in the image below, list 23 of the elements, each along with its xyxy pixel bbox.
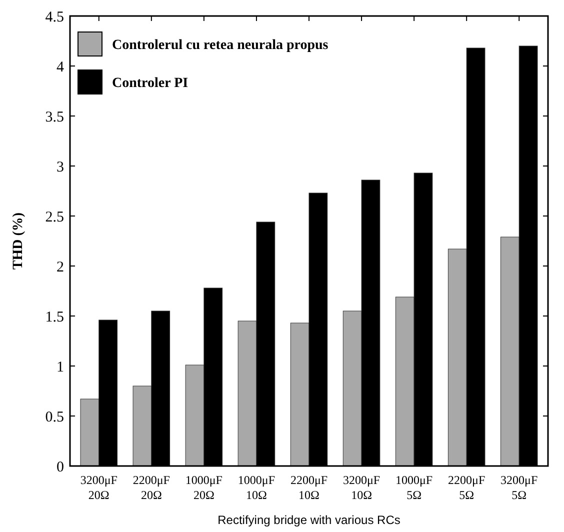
x-tick-label: 3200μF 5Ω [500,473,538,502]
x-tick-label: 2200μF 5Ω [448,473,486,502]
y-tick-label: 4.5 [45,9,64,26]
x-tick-label: 2200μF 10Ω [290,473,328,502]
legend-label: Controlerul cu retea neurala propus [112,38,329,53]
y-axis-title: THD (%) [11,212,26,270]
y-tick-label: 1 [56,359,64,376]
y-tick-label: 0.5 [45,409,64,426]
y-tick-label: 4 [56,59,64,76]
x-axis-title: Rectifying bridge with various RCs [218,513,400,527]
x-tick-label: 1000μF 10Ω [238,473,276,502]
y-tick-label: 1.5 [45,309,64,326]
y-tick-label: 0 [56,459,64,476]
legend-label: Controler PI [112,76,188,91]
y-tick-label: 2.5 [45,209,64,226]
x-tick-label: 3200μF 20Ω [80,473,118,502]
x-tick-label: 2200μF 20Ω [132,473,170,502]
y-tick-label: 2 [56,259,64,276]
x-tick-label: 3200μF 10Ω [342,473,380,502]
x-tick-label: 1000μF 20Ω [185,473,223,502]
x-tick-label: 1000μF 5Ω [396,473,433,502]
y-tick-label: 3.5 [45,109,64,126]
y-tick-label: 3 [56,159,64,176]
